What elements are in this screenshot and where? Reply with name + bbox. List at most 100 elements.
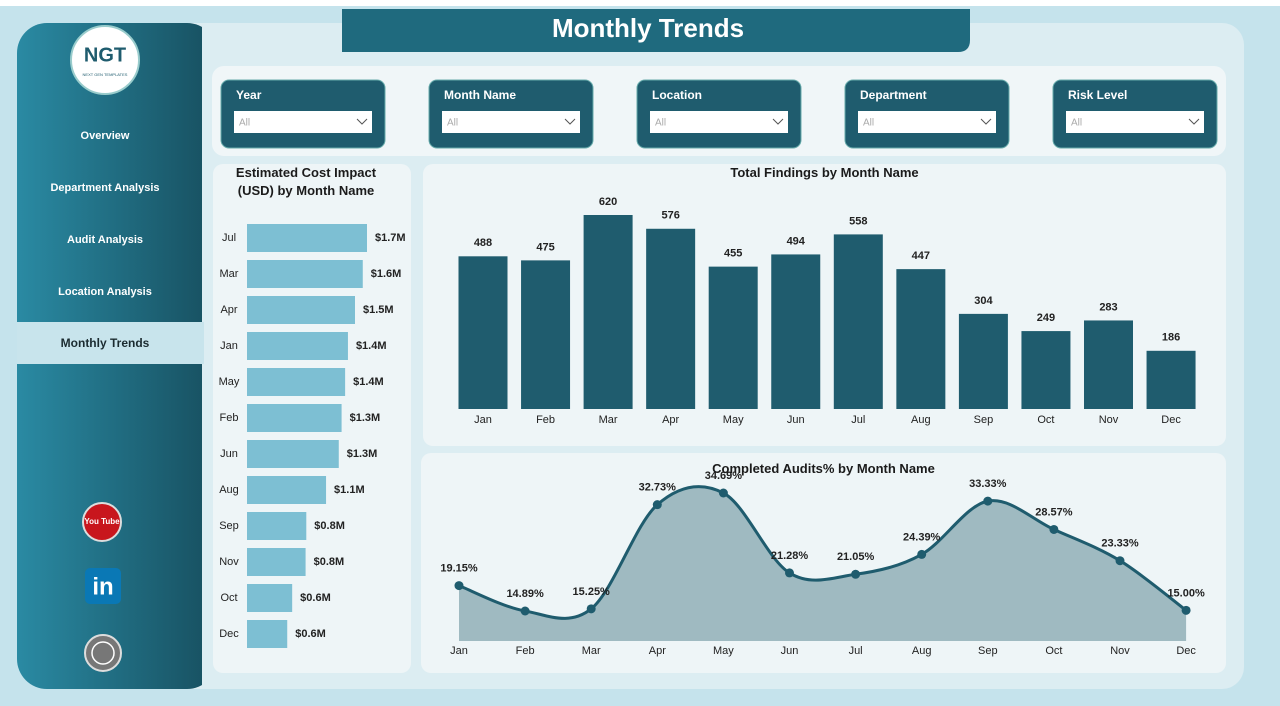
bar xyxy=(247,512,307,540)
y-tick-label: Jan xyxy=(220,340,238,352)
web-globe xyxy=(91,641,115,665)
bar xyxy=(583,215,633,409)
y-tick-label: Jul xyxy=(222,232,236,244)
bar xyxy=(521,260,571,409)
dropdown-value: All xyxy=(863,118,874,129)
nav-item[interactable]: Location Analysis xyxy=(58,286,152,298)
y-tick-label: Feb xyxy=(220,412,239,424)
x-tick-label: Sep xyxy=(978,645,998,657)
data-label: $0.8M xyxy=(314,556,345,568)
nav-item[interactable]: Audit Analysis xyxy=(67,234,143,246)
data-label: 19.15% xyxy=(440,563,478,575)
data-label: 28.57% xyxy=(1035,506,1073,518)
y-tick-label: Nov xyxy=(219,556,239,568)
nav-item[interactable]: Overview xyxy=(81,130,130,142)
title-banner xyxy=(342,9,970,52)
point xyxy=(454,581,464,591)
y-tick-label: Dec xyxy=(219,628,239,640)
nav-item[interactable]: Department Analysis xyxy=(50,182,159,194)
data-label: 558 xyxy=(849,215,867,227)
logo-text: NGT xyxy=(84,44,126,66)
dropdown-value: All xyxy=(239,118,250,129)
nav-active xyxy=(17,322,204,364)
data-label: 33.33% xyxy=(969,478,1007,490)
y-tick-label: Jun xyxy=(220,448,238,460)
data-label: 576 xyxy=(661,210,679,222)
bar xyxy=(247,440,339,468)
bar xyxy=(247,296,355,324)
bar xyxy=(1084,320,1133,409)
logo-subtext: NEXT GEN TEMPLATES xyxy=(83,72,128,77)
data-label: 249 xyxy=(1037,312,1055,324)
slicer-label: Location xyxy=(652,88,702,102)
point xyxy=(1049,524,1059,534)
slicer-label: Risk Level xyxy=(1068,88,1127,102)
point xyxy=(785,568,794,578)
bar xyxy=(458,256,508,409)
youtube-text[interactable]: You Tube xyxy=(84,517,120,526)
dropdown-arrow xyxy=(1188,118,1200,125)
x-tick-label: Jan xyxy=(474,414,492,426)
x-tick-label: May xyxy=(723,414,744,426)
bar xyxy=(1021,331,1071,409)
nav-item[interactable]: Monthly Trends xyxy=(61,336,150,350)
data-label: $1.3M xyxy=(350,412,381,424)
bar xyxy=(896,269,946,409)
x-tick-label: Dec xyxy=(1176,645,1196,657)
x-tick-label: Apr xyxy=(649,645,666,657)
bar xyxy=(833,234,883,409)
x-tick-label: Aug xyxy=(911,414,931,426)
dropdown[interactable] xyxy=(234,111,372,133)
youtube-icon[interactable] xyxy=(82,502,122,542)
data-label: 620 xyxy=(599,196,617,208)
dropdown-value: All xyxy=(447,118,458,129)
y-tick-label: Aug xyxy=(219,484,239,496)
y-tick-label: Oct xyxy=(220,592,237,604)
bar xyxy=(771,254,821,409)
data-label: $1.3M xyxy=(347,448,378,460)
point xyxy=(718,488,728,498)
bar xyxy=(247,368,346,396)
data-label: 32.73% xyxy=(639,482,677,494)
x-tick-label: Oct xyxy=(1037,414,1054,426)
dropdown[interactable] xyxy=(858,111,996,133)
x-tick-label: Apr xyxy=(662,414,679,426)
x-tick-label: Nov xyxy=(1099,414,1119,426)
dropdown[interactable] xyxy=(650,111,788,133)
x-tick-label: Feb xyxy=(516,645,535,657)
x-tick-label: Mar xyxy=(582,645,601,657)
logo xyxy=(70,25,140,95)
dropdown[interactable] xyxy=(1066,111,1204,133)
dropdown-value: All xyxy=(1071,118,1082,129)
x-tick-label: Jun xyxy=(787,414,805,426)
linkedin-icon[interactable] xyxy=(85,568,121,604)
data-label: 283 xyxy=(1099,301,1117,313)
data-label: $1.4M xyxy=(356,340,387,352)
x-tick-label: Aug xyxy=(912,645,932,657)
data-label: $0.8M xyxy=(314,520,345,532)
bar xyxy=(247,620,288,648)
bar xyxy=(247,476,327,504)
dropdown[interactable] xyxy=(442,111,580,133)
data-label: 186 xyxy=(1162,332,1180,344)
web-icon[interactable] xyxy=(84,634,122,672)
area xyxy=(459,486,1187,641)
chart-title: Completed Audits% by Month Name xyxy=(712,461,935,476)
bar xyxy=(646,228,696,409)
x-tick-label: Sep xyxy=(974,414,994,426)
x-tick-label: Nov xyxy=(1110,645,1130,657)
data-label: 24.39% xyxy=(903,531,941,543)
x-tick-label: Feb xyxy=(536,414,555,426)
linkedin-text[interactable]: in xyxy=(92,573,113,600)
dropdown-arrow xyxy=(980,118,992,125)
slicer-label: Department xyxy=(860,88,927,102)
data-label: 455 xyxy=(724,248,742,260)
bar xyxy=(247,260,363,288)
page-title: Monthly Trends xyxy=(552,13,744,43)
point xyxy=(1115,556,1125,566)
data-label: $0.6M xyxy=(300,592,331,604)
x-tick-label: Jun xyxy=(781,645,799,657)
x-tick-label: Dec xyxy=(1161,414,1181,426)
data-label: $1.1M xyxy=(334,484,365,496)
